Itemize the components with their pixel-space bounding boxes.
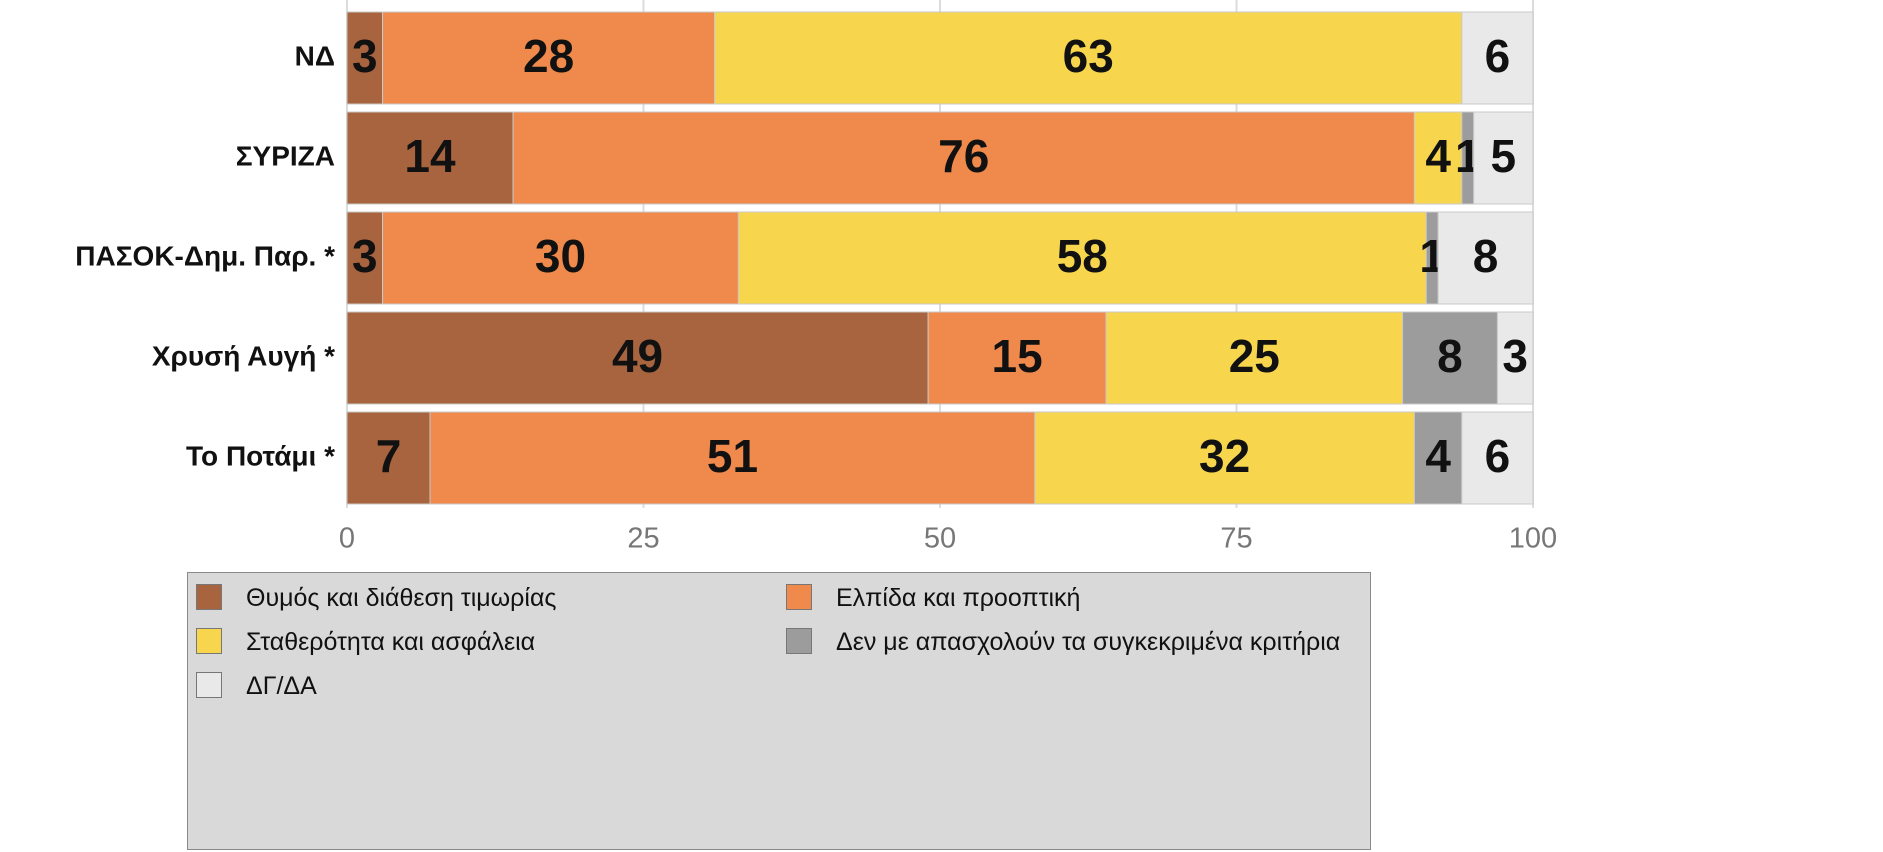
data-label: 32 <box>1199 430 1250 482</box>
bar-segment <box>1402 311 1498 405</box>
legend-swatch <box>196 672 222 698</box>
bar-segment <box>714 11 1463 105</box>
bar-segment <box>1473 111 1534 205</box>
bar-segment <box>346 211 384 305</box>
x-tick-label: 0 <box>339 523 355 555</box>
bar-segment <box>346 311 929 405</box>
legend: Θυμός και διάθεση τιμωρίας Ελπίδα και προ… <box>187 572 1371 850</box>
data-label: 28 <box>523 30 574 82</box>
data-label: 51 <box>707 430 758 482</box>
bar-segment <box>1437 211 1534 305</box>
legend-swatch <box>196 584 222 610</box>
data-label: 3 <box>352 230 378 282</box>
data-label: 5 <box>1491 130 1517 182</box>
legend-swatch <box>786 584 812 610</box>
legend-label: ΔΓ/ΔΑ <box>246 672 317 700</box>
bar-segment <box>1413 411 1463 505</box>
data-label: 76 <box>938 130 989 182</box>
data-label: 15 <box>992 330 1043 382</box>
bar-segment <box>429 411 1036 505</box>
data-label: 25 <box>1229 330 1280 382</box>
legend-item: ΔΓ/ΔΑ <box>188 669 778 703</box>
y-tick-label: ΣΥΡΙΖΑ <box>236 140 335 171</box>
data-label: 4 <box>1425 130 1451 182</box>
data-label: 58 <box>1057 230 1108 282</box>
bar-segment <box>346 11 384 105</box>
bar-segment <box>737 211 1427 305</box>
data-label: 6 <box>1485 30 1511 82</box>
x-tick-label: 100 <box>1509 523 1557 555</box>
y-tick-label: ΠΑΣΟΚ-Δημ. Παρ. * <box>75 240 335 271</box>
legend-label: Δεν με απασχολούν τα συγκεκριμένα κριτήρ… <box>836 628 1341 656</box>
legend-item: Ελπίδα και προοπτική <box>778 581 1368 615</box>
y-tick-label: ΝΔ <box>295 40 335 71</box>
data-label: 30 <box>535 230 586 282</box>
data-label: 8 <box>1437 330 1463 382</box>
data-label: 14 <box>404 130 456 182</box>
bar-segment <box>1105 311 1404 405</box>
legend-item: Θυμός και διάθεση τιμωρίας <box>188 581 778 615</box>
data-label: 6 <box>1485 430 1511 482</box>
x-tick-label: 75 <box>1220 523 1252 555</box>
bar-segment <box>927 311 1107 405</box>
bar-segment <box>1496 311 1534 405</box>
legend-item: Δεν με απασχολούν τα συγκεκριμένα κριτήρ… <box>778 625 1368 659</box>
legend-label: Σταθερότητα και ασφάλεια <box>246 628 536 656</box>
bar-segment <box>382 211 739 305</box>
legend-label: Ελπίδα και προοπτική <box>836 584 1081 612</box>
bar-segment <box>346 111 514 205</box>
x-tick-label: 25 <box>627 523 659 555</box>
data-label: 7 <box>376 430 402 482</box>
data-label: 4 <box>1425 430 1451 482</box>
legend-swatch <box>196 628 222 654</box>
data-label: 3 <box>352 30 378 82</box>
bar-segment <box>382 11 716 105</box>
data-label: 63 <box>1063 30 1114 82</box>
legend-item: Σταθερότητα και ασφάλεια <box>188 625 778 659</box>
legend-swatch <box>786 628 812 654</box>
y-tick-label: Χρυσή Αυγή * <box>152 340 335 371</box>
bar-segment <box>1413 111 1463 205</box>
bar-segment <box>1034 411 1415 505</box>
y-tick-label: Το Ποτάμι * <box>186 440 335 471</box>
data-label: 3 <box>1502 330 1528 382</box>
bar-segment <box>512 111 1415 205</box>
x-tick-label: 50 <box>924 523 956 555</box>
bar-segment <box>1461 411 1534 505</box>
bar-segment <box>1461 11 1534 105</box>
bar-segment <box>346 411 431 505</box>
data-label: 8 <box>1473 230 1499 282</box>
data-label: 49 <box>612 330 663 382</box>
legend-label: Θυμός και διάθεση τιμωρίας <box>246 584 557 612</box>
